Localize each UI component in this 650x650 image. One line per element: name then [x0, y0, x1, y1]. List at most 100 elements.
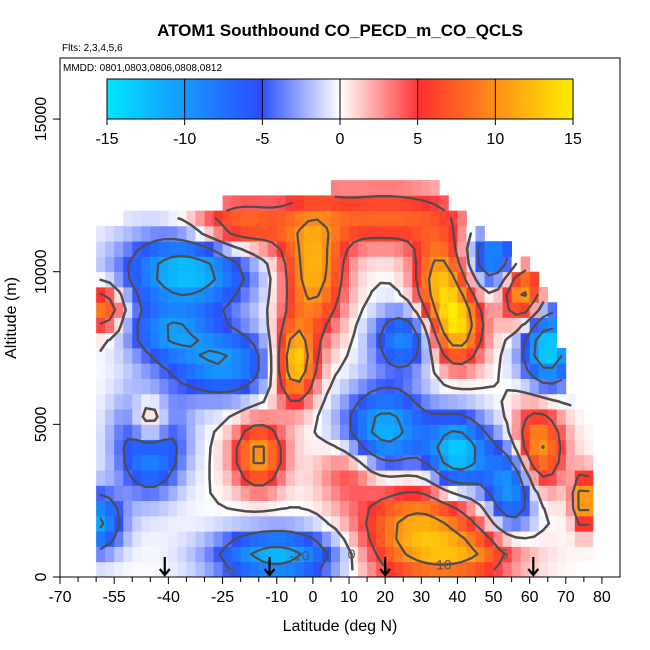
heatmap-cell	[258, 561, 269, 577]
heatmap-cell	[574, 546, 585, 563]
heatmap-cell	[222, 225, 233, 242]
heatmap-cell	[538, 546, 549, 563]
heatmap-cell	[349, 546, 359, 563]
heatmap-cell	[267, 302, 278, 318]
heatmap-cell	[258, 317, 269, 334]
heatmap-cell	[349, 500, 359, 517]
heatmap-cell	[222, 210, 233, 227]
heatmap-cell	[114, 485, 124, 502]
heatmap-cell	[240, 286, 251, 303]
heatmap-cell	[547, 424, 558, 441]
heatmap-cell	[231, 332, 242, 349]
heatmap-cell	[565, 470, 576, 486]
heatmap-cell	[312, 393, 323, 410]
heatmap-cell	[123, 485, 133, 502]
heatmap-cell	[439, 286, 449, 303]
heatmap-cell	[249, 210, 260, 227]
heatmap-cell	[349, 363, 359, 379]
x-tick-label: -70	[48, 589, 71, 606]
heatmap-cell	[439, 439, 449, 456]
heatmap-cell	[475, 485, 485, 502]
heatmap-cell	[249, 424, 260, 441]
heatmap-cell	[475, 561, 485, 577]
heatmap-cell	[421, 470, 431, 486]
heatmap-cell	[150, 531, 160, 547]
heatmap-cell	[330, 515, 341, 532]
heatmap-cell	[114, 424, 124, 441]
heatmap-cell	[493, 348, 503, 364]
heatmap-cell	[520, 424, 531, 441]
heatmap-cell	[330, 348, 341, 364]
heatmap-cell	[340, 348, 350, 364]
heatmap-cell	[421, 531, 431, 547]
heatmap-cell	[141, 302, 151, 318]
heatmap-cell	[430, 424, 440, 441]
heatmap-cell	[430, 470, 440, 486]
heatmap-cell	[141, 317, 151, 334]
heatmap-cell	[385, 393, 395, 410]
heatmap-cell	[547, 515, 558, 532]
heatmap-cell	[267, 393, 278, 410]
heatmap-cell	[547, 348, 558, 364]
heatmap-cell	[358, 393, 368, 410]
heatmap-cell	[168, 225, 178, 242]
heatmap-cell	[204, 439, 214, 456]
heatmap-cell	[484, 348, 494, 364]
heatmap-cell	[502, 348, 513, 364]
heatmap-cell	[123, 348, 133, 364]
heatmap-cell	[556, 363, 567, 379]
heatmap-cell	[403, 363, 413, 379]
heatmap-cell	[466, 378, 476, 395]
heatmap-cell	[285, 286, 296, 303]
heatmap-cell	[186, 256, 196, 273]
heatmap-cell	[511, 271, 522, 288]
heatmap-cell	[439, 241, 449, 257]
heatmap-cell	[114, 302, 124, 318]
heatmap-cell	[258, 271, 269, 288]
heatmap-cell	[349, 332, 359, 349]
heatmap-cell	[349, 378, 359, 395]
x-tick-label: -55	[103, 589, 126, 606]
heatmap-cell	[538, 317, 549, 334]
heatmap-cell	[466, 241, 476, 257]
heatmap-cell	[231, 363, 242, 379]
heatmap-cell	[96, 317, 106, 334]
heatmap-cell	[123, 409, 133, 425]
heatmap-cell	[475, 317, 485, 334]
heatmap-cell	[105, 286, 115, 303]
heatmap-cell	[141, 424, 151, 441]
heatmap-cell	[340, 515, 350, 532]
heatmap-cell	[367, 241, 377, 257]
heatmap-cell	[204, 515, 214, 532]
heatmap-cell	[430, 317, 440, 334]
heatmap-cell	[349, 424, 359, 441]
heatmap-cell	[511, 393, 522, 410]
heatmap-cell	[150, 210, 160, 227]
heatmap-cell	[394, 317, 404, 334]
heatmap-cell	[240, 302, 251, 318]
heatmap-cell	[168, 393, 178, 410]
colorbar-tick-label: 5	[413, 131, 422, 148]
heatmap-cell	[330, 500, 341, 517]
heatmap-cell	[159, 409, 169, 425]
heatmap-cell	[547, 561, 558, 577]
heatmap-cell	[376, 348, 386, 364]
heatmap-cell	[502, 439, 513, 456]
heatmap-cell	[475, 256, 485, 273]
heatmap-cell	[186, 485, 196, 502]
flight-marker-arrow	[379, 557, 392, 577]
heatmap-cell	[186, 348, 196, 364]
heatmap-cell	[330, 454, 341, 471]
heatmap-cell	[538, 393, 549, 410]
heatmap-cell	[502, 332, 513, 349]
heatmap-cell	[358, 515, 368, 532]
heatmap-cell	[529, 424, 540, 441]
heatmap-cell	[502, 378, 513, 395]
heatmap-cell	[574, 561, 585, 577]
heatmap-cell	[403, 500, 413, 517]
heatmap-cell	[529, 470, 540, 486]
heatmap-cell	[96, 439, 106, 456]
flights-note: Flts: 2,3,4,5,6	[62, 43, 123, 54]
heatmap-cell	[565, 439, 576, 456]
heatmap-cell	[204, 225, 214, 242]
